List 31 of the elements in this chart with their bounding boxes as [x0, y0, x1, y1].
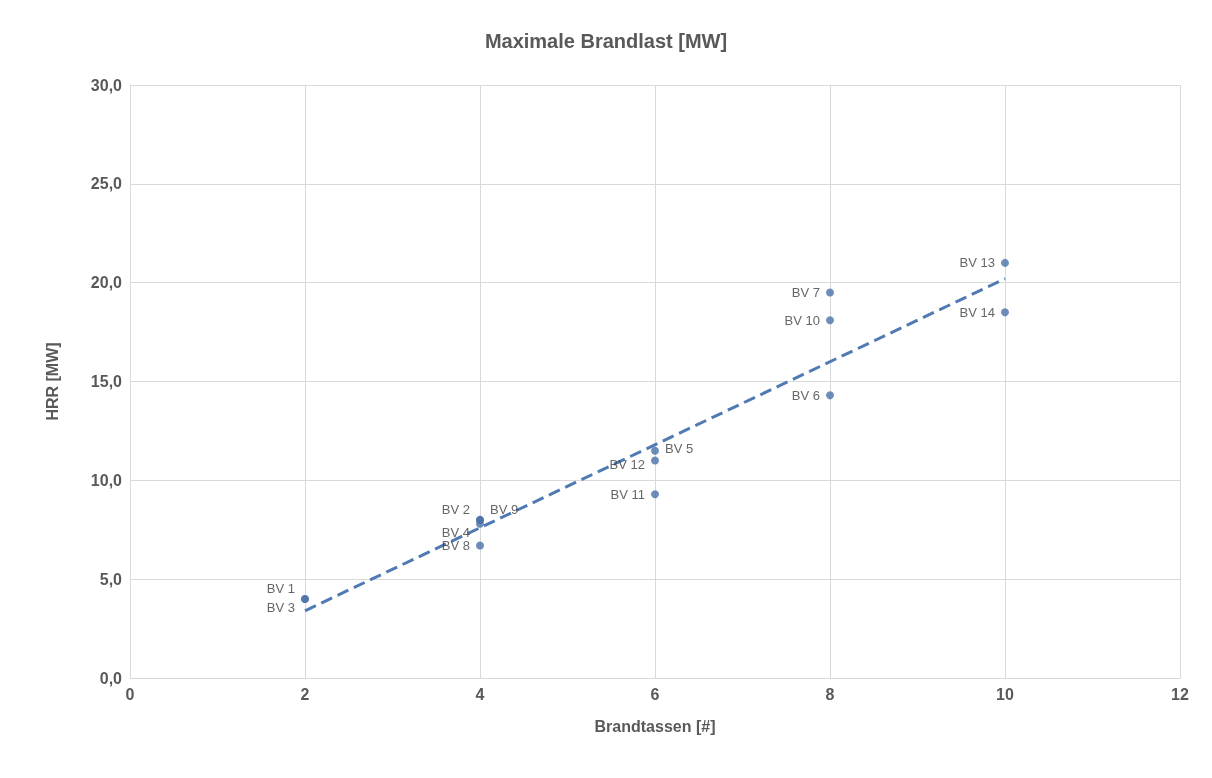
x-tick-label: 0: [125, 685, 135, 703]
x-tick-label: 4: [475, 685, 485, 703]
data-label: BV 1: [266, 581, 295, 597]
data-label: BV 6: [791, 387, 820, 403]
data-label: BV 7: [791, 285, 820, 301]
data-label: BV 3: [266, 600, 295, 616]
data-label: BV 14: [959, 304, 995, 320]
y-tick-label: 0,0: [99, 669, 123, 687]
x-tick-label: 6: [650, 685, 660, 703]
data-label: BV 8: [441, 538, 470, 554]
y-tick-label: 25,0: [90, 175, 123, 193]
y-axis-title: HRR [MW]: [43, 342, 61, 421]
data-label: BV 5: [665, 441, 694, 457]
data-label: BV 2: [441, 502, 470, 518]
chart-title: Maximale Brandlast [MW]: [484, 30, 728, 52]
data-label: BV 9: [490, 502, 519, 518]
x-tick-label: 10: [996, 685, 1014, 703]
data-label: BV 4: [441, 525, 470, 541]
y-tick-label: 10,0: [90, 471, 123, 489]
x-tick-label: 2: [300, 685, 310, 703]
x-tick-label: 12: [1171, 685, 1189, 703]
y-tick-label: 15,0: [90, 373, 123, 390]
data-label: BV 13: [959, 255, 995, 271]
y-tick-label: 30,0: [90, 76, 123, 94]
y-tick-label: 20,0: [90, 274, 123, 292]
y-tick-label: 5,0: [99, 570, 123, 588]
data-label: BV 11: [610, 486, 645, 502]
data-label: BV 10: [784, 312, 820, 328]
x-axis-title: Brandtassen [#]: [594, 717, 716, 735]
data-label: BV 12: [609, 457, 645, 473]
x-tick-label: 8: [825, 685, 835, 703]
